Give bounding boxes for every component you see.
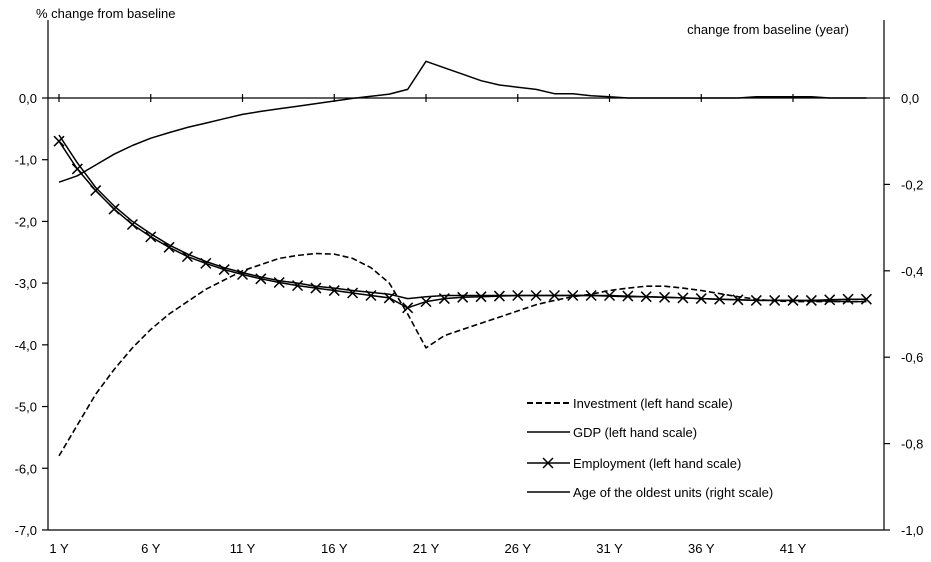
left-axis-title: % change from baseline <box>36 6 175 21</box>
x-tick-label: 11 Y <box>230 541 256 556</box>
employment-point-marker <box>512 289 524 302</box>
employment-point-marker <box>420 296 432 308</box>
series-line-0 <box>58 252 867 457</box>
employment-point-marker <box>475 291 487 303</box>
employment-point-marker <box>603 289 616 302</box>
employment-point-marker <box>236 268 249 281</box>
x-tick-label: 21 Y <box>413 541 440 556</box>
legend-label-gdp: GDP (left hand scale) <box>573 425 697 440</box>
series-line-1 <box>58 134 867 303</box>
employment-point-marker <box>402 302 414 314</box>
employment-point-marker <box>328 285 340 297</box>
left-tick-label: -2,0 <box>15 214 37 229</box>
employment-point-marker <box>714 293 726 305</box>
employment-point-marker <box>787 294 799 306</box>
employment-point-marker <box>181 251 193 263</box>
right-tick-label: -0,4 <box>901 264 923 279</box>
right-tick-label: -0,2 <box>901 177 923 192</box>
employment-point-marker <box>567 289 579 302</box>
employment-point-marker <box>347 287 359 299</box>
series-layer <box>53 60 872 457</box>
employment-point-marker <box>824 294 836 306</box>
employment-point-marker <box>273 276 285 289</box>
employment-point-marker <box>457 291 469 303</box>
employment-point-marker <box>805 294 817 306</box>
x-tick-group: 1 Y 6 Y 11 Y 16 Y 21 Y 26 Y 31 Y 36 Y 41 Y <box>49 94 807 556</box>
right-axis-title: change from baseline (year) <box>687 22 849 37</box>
x-tick-label: 41 Y <box>780 541 807 556</box>
employment-point-marker <box>365 289 377 302</box>
legend-marker-employment <box>542 457 554 469</box>
left-tick-label: -4,0 <box>15 338 37 353</box>
employment-point-marker <box>126 218 138 231</box>
employment-point-marker <box>292 280 304 292</box>
employment-point-marker <box>108 203 120 215</box>
employment-point-marker <box>53 135 65 147</box>
right-tick-group: 0,0 -0,2 -0,4 -0,6 -0,8 -1,0 <box>884 91 923 538</box>
x-tick-label: 16 Y <box>321 541 348 556</box>
legend-label-investment: Investment (left hand scale) <box>573 396 733 411</box>
employment-point-marker <box>255 273 267 285</box>
x-tick-label: 26 Y <box>504 541 531 556</box>
employment-point-marker <box>769 294 781 306</box>
employment-point-marker <box>750 294 762 306</box>
employment-point-marker <box>200 257 212 269</box>
employment-point-marker <box>145 231 157 243</box>
employment-point-marker <box>71 163 83 175</box>
left-tick-label: 0,0 <box>19 91 37 106</box>
right-tick-label: -0,6 <box>901 350 923 365</box>
legend: Investment (left hand scale) GDP (left h… <box>527 396 773 500</box>
x-tick-label: 36 Y <box>688 541 715 556</box>
employment-point-marker <box>640 291 652 303</box>
employment-point-marker <box>659 291 671 303</box>
employment-point-marker <box>310 282 322 294</box>
left-tick-group: 0,0 -1,0 -2,0 -3,0 -4,0 -5,0 -6,0 -7,0 <box>15 91 48 538</box>
employment-point-marker <box>842 293 854 305</box>
legend-label-employment: Employment (left hand scale) <box>573 456 741 471</box>
employment-point-marker <box>530 289 542 302</box>
series-line-2 <box>58 140 867 309</box>
employment-point-marker <box>677 292 689 304</box>
employment-point-marker <box>695 293 707 305</box>
x-tick-label: 31 Y <box>596 541 623 556</box>
employment-point-marker <box>585 289 597 302</box>
legend-label-age: Age of the oldest units (right scale) <box>573 485 773 500</box>
employment-point-marker <box>622 290 634 302</box>
left-tick-label: -6,0 <box>15 461 37 476</box>
employment-point-marker <box>860 293 872 305</box>
employment-point-marker <box>383 292 395 304</box>
left-tick-label: -1,0 <box>15 153 37 168</box>
right-tick-label: 0,0 <box>901 91 919 106</box>
right-tick-label: -1,0 <box>901 523 923 538</box>
employment-point-marker <box>438 293 450 305</box>
employment-point-marker <box>90 185 102 197</box>
left-tick-label: -5,0 <box>15 400 37 415</box>
left-tick-label: -3,0 <box>15 276 37 291</box>
left-tick-label: -7,0 <box>15 523 37 538</box>
employment-point-marker <box>548 289 560 302</box>
employment-point-marker <box>493 290 505 302</box>
employment-point-marker <box>732 294 744 306</box>
employment-point-marker <box>163 241 175 253</box>
x-tick-label: 1 Y <box>49 541 69 556</box>
employment-point-marker <box>218 264 230 276</box>
right-tick-label: -0,8 <box>901 437 923 452</box>
x-tick-label: 6 Y <box>141 541 161 556</box>
series-line-3 <box>58 60 867 183</box>
